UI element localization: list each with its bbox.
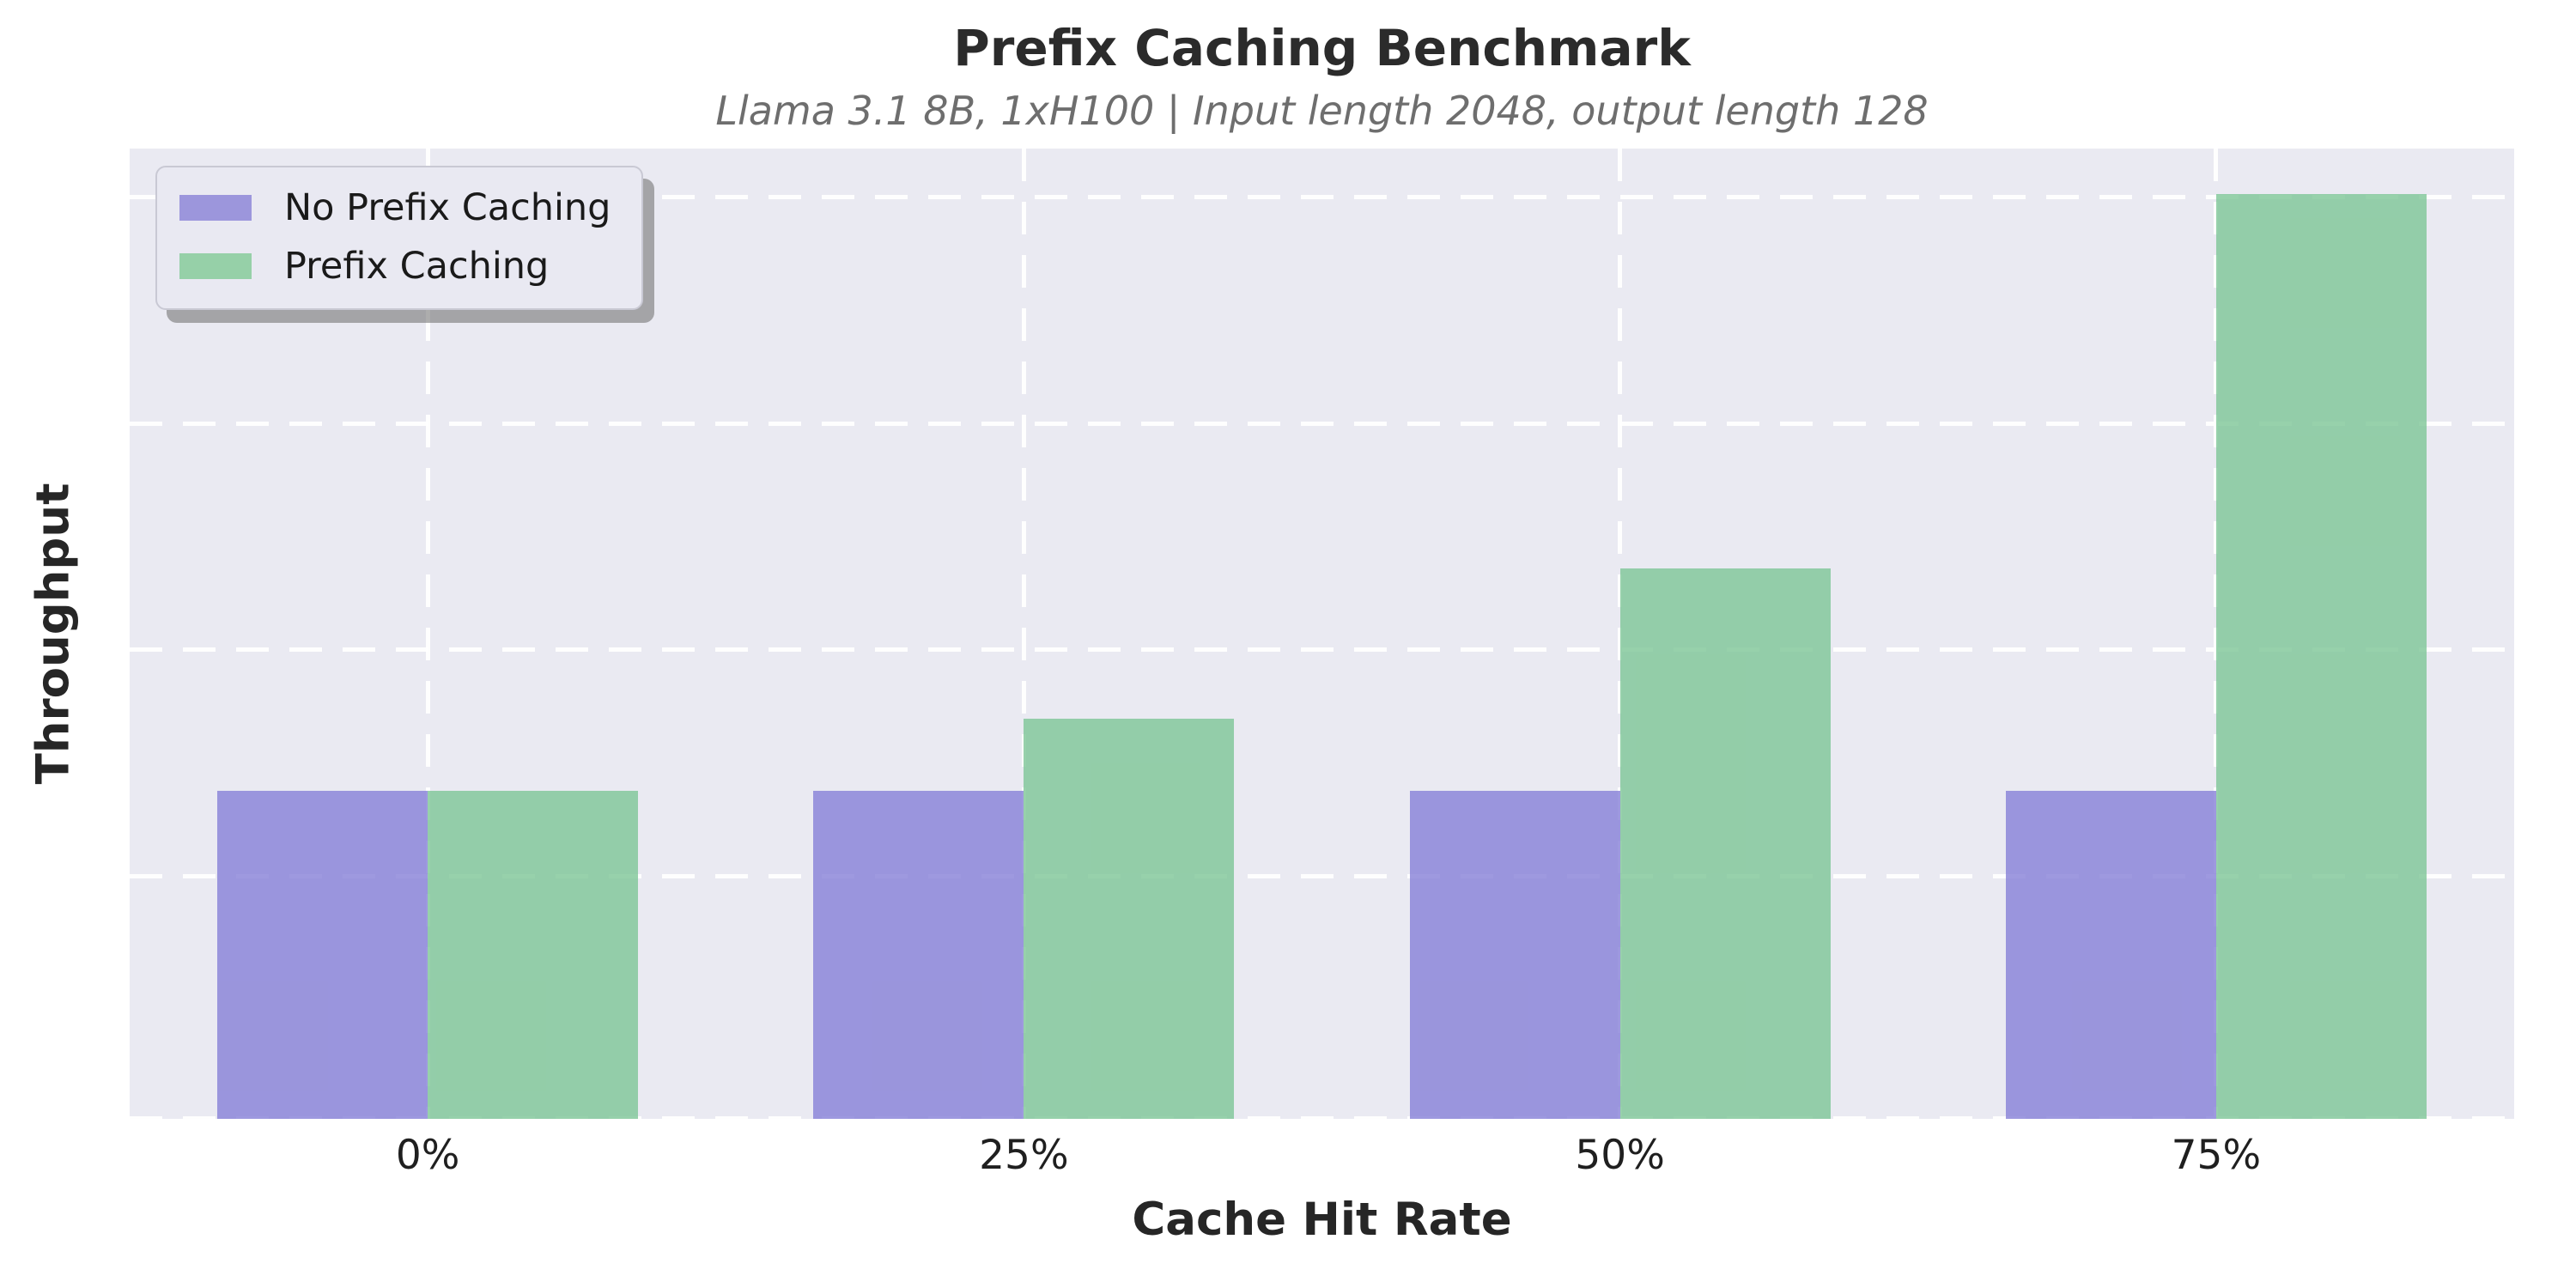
bar-no-prefix-caching-0 <box>217 791 428 1119</box>
chart-subtitle: Llama 3.1 8B, 1xH100 | Input length 2048… <box>715 88 1929 134</box>
legend-label-no-prefix-caching: No Prefix Caching <box>284 186 611 229</box>
v-gridline-0 <box>425 149 430 1119</box>
legend-item-no-prefix-caching: No Prefix Caching <box>179 186 611 229</box>
legend-swatch-prefix-caching <box>179 253 252 279</box>
bar-no-prefix-caching-50 <box>1409 791 1620 1119</box>
legend: No Prefix Caching Prefix Caching <box>155 166 644 310</box>
bar-group-25 <box>726 149 1321 1119</box>
bar-prefix-caching-25 <box>1024 719 1235 1119</box>
x-tick-25: 25% <box>979 1132 1069 1179</box>
legend-item-prefix-caching: Prefix Caching <box>179 245 611 288</box>
bar-group-0 <box>130 149 726 1119</box>
h-gridline <box>130 873 2514 878</box>
bar-no-prefix-caching-75 <box>2005 791 2216 1119</box>
bar-group-50 <box>1322 149 1918 1119</box>
bar-prefix-caching-50 <box>1619 568 1831 1119</box>
x-tick-labels: 0% 25% 50% 75% <box>130 1132 2514 1185</box>
chart-title: Prefix Caching Benchmark <box>953 19 1691 77</box>
x-tick-75: 75% <box>2171 1132 2262 1179</box>
plot-area: No Prefix Caching Prefix Caching <box>130 149 2514 1119</box>
legend-swatch-no-prefix-caching <box>179 195 252 221</box>
x-axis-label: Cache Hit Rate <box>1132 1194 1512 1246</box>
legend-label-prefix-caching: Prefix Caching <box>284 245 550 288</box>
v-gridline-25 <box>1021 149 1026 1119</box>
h-gridline <box>130 421 2514 426</box>
y-axis-label: Throughput <box>27 483 80 785</box>
bar-prefix-caching-0 <box>428 791 639 1119</box>
bar-group-75 <box>1918 149 2514 1119</box>
x-tick-0: 0% <box>395 1132 460 1179</box>
h-gridline <box>130 647 2514 653</box>
h-gridline <box>130 195 2514 200</box>
h-gridline <box>130 1116 2514 1119</box>
x-tick-50: 50% <box>1575 1132 1665 1179</box>
bar-prefix-caching-75 <box>2215 194 2427 1119</box>
bar-no-prefix-caching-25 <box>813 791 1024 1119</box>
bar-groups <box>130 149 2514 1119</box>
